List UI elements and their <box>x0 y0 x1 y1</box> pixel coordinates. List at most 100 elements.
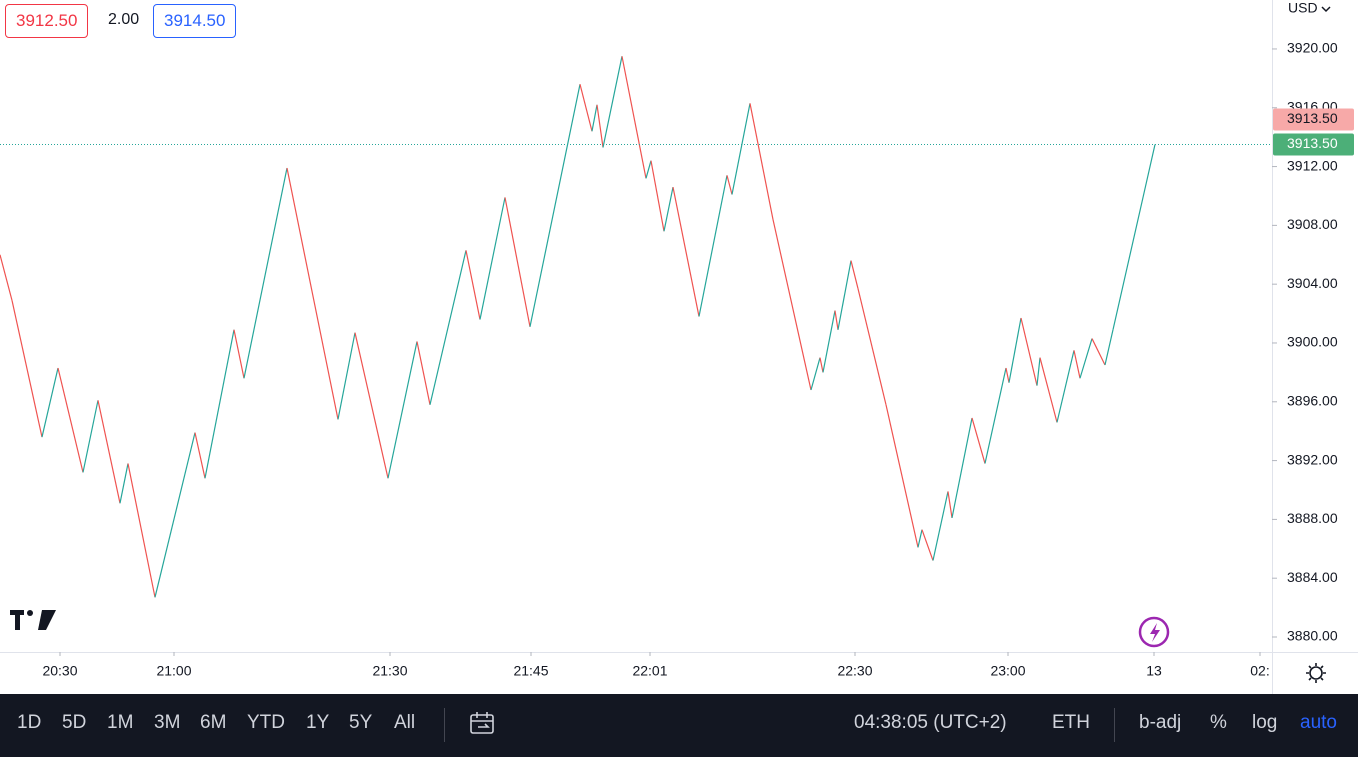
ask-box[interactable]: 3914.50 <box>153 4 237 38</box>
y-tick-label: 3920.00 <box>1287 40 1338 56</box>
range-button[interactable]: 5D <box>62 712 87 733</box>
last-price-tag-bg <box>1273 133 1354 156</box>
price-segment <box>672 187 700 317</box>
price-segment <box>591 104 598 132</box>
divider <box>1114 708 1115 742</box>
price-segment <box>834 310 839 330</box>
range-button[interactable]: 1M <box>107 712 134 733</box>
price-segment <box>810 357 821 391</box>
logo <box>10 610 56 630</box>
price-segment <box>837 260 852 330</box>
range-button[interactable]: 1Y <box>306 712 330 733</box>
price-segment <box>1079 338 1093 379</box>
price-segment <box>984 367 1007 464</box>
settings-icon[interactable] <box>1306 663 1326 683</box>
price-segment <box>529 84 581 327</box>
y-tick-label: 3896.00 <box>1287 392 1338 408</box>
price-segment <box>1005 367 1010 383</box>
price-segment <box>645 160 652 179</box>
price-segment <box>1008 317 1022 383</box>
price-segment <box>596 104 604 148</box>
x-tick-label: 02: <box>1250 663 1269 679</box>
dropdown-icon[interactable] <box>1321 6 1331 13</box>
price-segment <box>233 329 245 379</box>
price-segment <box>479 197 506 320</box>
price-segment <box>749 103 774 220</box>
price-segment <box>951 417 973 519</box>
price-segment <box>731 103 751 195</box>
price-segment <box>1039 357 1058 423</box>
price-segment <box>127 463 156 598</box>
y-tick-label: 3880.00 <box>1287 628 1338 644</box>
x-tick-label: 22:30 <box>837 663 872 679</box>
price-segment <box>337 332 356 420</box>
price-segment <box>822 310 836 373</box>
price-segment <box>243 167 288 379</box>
spread: 2.00 <box>108 11 140 28</box>
price-segment <box>41 367 59 438</box>
price-segment <box>917 529 923 548</box>
price-segment <box>1104 329 1114 366</box>
divider <box>444 708 445 742</box>
price-segment <box>0 254 13 301</box>
x-tick-label: 20:30 <box>42 663 77 679</box>
y-tick-label: 3892.00 <box>1287 451 1338 467</box>
session[interactable]: ETH <box>1052 712 1090 733</box>
price-segment <box>429 250 467 405</box>
y-tick-label: 3908.00 <box>1287 216 1338 232</box>
date-range-icon[interactable] <box>468 710 496 738</box>
bid-box[interactable]: 3912.50 <box>5 4 89 38</box>
range-button[interactable]: 5Y <box>349 712 373 733</box>
y-tick-label: 3904.00 <box>1287 275 1338 291</box>
price-segment <box>819 357 824 373</box>
price-segment <box>726 175 733 195</box>
price-segment <box>947 491 953 519</box>
price-segment <box>11 300 43 438</box>
range-button[interactable]: 1D <box>17 712 42 733</box>
price-segment <box>857 288 887 405</box>
price-segment <box>663 187 674 232</box>
price-segment <box>387 341 418 479</box>
range-button[interactable]: YTD <box>247 712 285 733</box>
lightning-icon[interactable] <box>1138 616 1170 648</box>
price-segment <box>885 404 919 548</box>
price-segment <box>921 529 934 561</box>
price-segment <box>1073 350 1081 379</box>
ask-tag: 3913.50 <box>1287 110 1338 126</box>
range-button[interactable]: All <box>394 712 416 733</box>
last-price-tag: 3913.50 <box>1287 135 1338 151</box>
price-segment <box>354 332 389 479</box>
y-tick-label: 3884.00 <box>1287 569 1338 585</box>
price-segment <box>932 491 949 561</box>
x-tick-label: 22:01 <box>632 663 667 679</box>
price-segment <box>971 417 986 464</box>
clock[interactable]: 04:38:05 (UTC+2) <box>854 712 1007 733</box>
x-tick-label: 23:00 <box>990 663 1025 679</box>
price-segment <box>579 84 593 132</box>
option-button[interactable]: b-adj <box>1139 712 1182 733</box>
price-segment <box>850 260 859 289</box>
y-tick-label: 3900.00 <box>1287 334 1338 350</box>
option-button[interactable]: % <box>1210 712 1227 733</box>
y-tick-label: 3888.00 <box>1287 510 1338 526</box>
price-segment <box>621 56 647 179</box>
price-segment <box>97 400 121 504</box>
price-segment <box>1091 338 1106 366</box>
currency[interactable]: USD <box>1288 0 1318 16</box>
price-segment <box>1056 350 1075 423</box>
chart: USD 3880.00 3884.00 3888.00 3892.00 3896.00 3… <box>0 0 1358 694</box>
x-tick-label: 21:45 <box>513 663 548 679</box>
range-button[interactable]: 6M <box>200 712 227 733</box>
x-tick-label: 13 <box>1146 663 1162 679</box>
range-button[interactable]: 3M <box>154 712 181 733</box>
option-button[interactable]: auto <box>1300 712 1337 733</box>
price-segment <box>1112 144 1156 330</box>
ask-tag-bg <box>1273 108 1354 131</box>
price-segment <box>465 250 481 320</box>
price-segment <box>119 463 129 504</box>
price-segment <box>1020 317 1038 386</box>
y-tick-label: 3912.00 <box>1287 157 1338 173</box>
price-segment <box>57 367 84 473</box>
option-button[interactable]: log <box>1252 712 1278 733</box>
